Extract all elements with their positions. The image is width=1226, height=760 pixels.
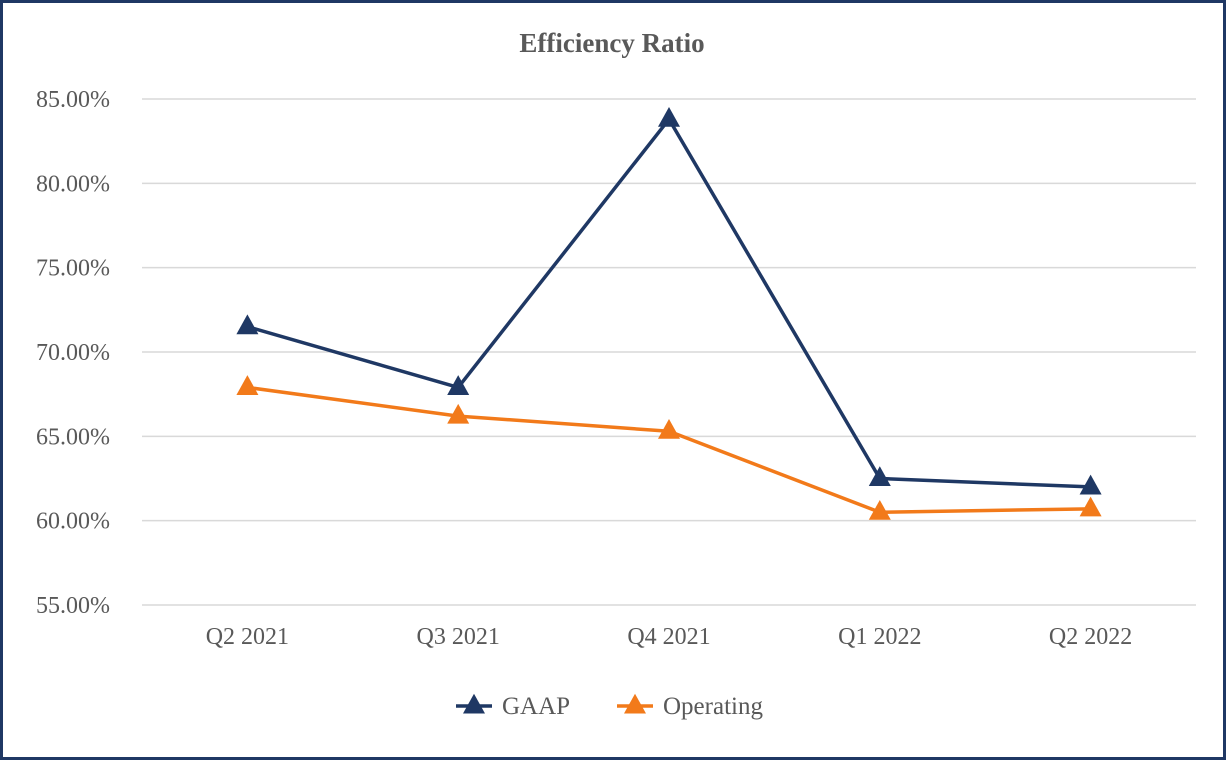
series-gaap (236, 106, 1102, 495)
data-point-marker (868, 466, 891, 487)
y-tick-label: 85.00% (36, 87, 110, 113)
legend: GAAP Operating (456, 693, 763, 720)
x-tick-label: Q3 2021 (417, 624, 500, 650)
y-tick-label: 75.00% (36, 256, 110, 282)
data-point-marker (236, 375, 259, 395)
y-tick-label: 65.00% (36, 424, 110, 450)
x-axis-ticks: Q2 2021 Q3 2021 Q4 2021 Q1 2022 Q2 2022 (206, 624, 1133, 650)
x-tick-label: Q1 2022 (838, 624, 921, 650)
legend-item-gaap: GAAP (456, 693, 570, 720)
y-tick-label: 60.00% (36, 509, 110, 535)
series-operating (236, 375, 1102, 520)
data-point-marker (236, 314, 259, 335)
y-tick-label: 55.00% (36, 593, 110, 619)
legend-marker (463, 693, 485, 714)
y-tick-label: 80.00% (36, 171, 110, 197)
data-point-marker (1079, 474, 1102, 495)
series (236, 106, 1102, 520)
legend-label: Operating (663, 693, 763, 720)
series-line (247, 385, 1091, 514)
data-point-marker (1079, 496, 1102, 517)
legend-item-operating: Operating (617, 693, 763, 720)
y-tick-label: 70.00% (36, 340, 110, 366)
legend-label: GAAP (502, 693, 570, 720)
data-point-marker (658, 418, 680, 439)
x-tick-label: Q2 2021 (206, 624, 289, 650)
data-point-marker (658, 106, 680, 127)
data-point-marker (447, 375, 470, 395)
data-point-marker (868, 499, 891, 520)
data-point-marker (447, 403, 470, 424)
x-tick-label: Q4 2021 (627, 624, 710, 650)
x-tick-label: Q2 2022 (1049, 624, 1132, 650)
gridlines (142, 98, 1196, 606)
chart-title: Efficiency Ratio (519, 28, 704, 58)
legend-marker (624, 693, 646, 714)
y-axis-ticks: 55.00% 60.00% 65.00% 70.00% 75.00% 80.00% 85.0… (36, 87, 110, 619)
